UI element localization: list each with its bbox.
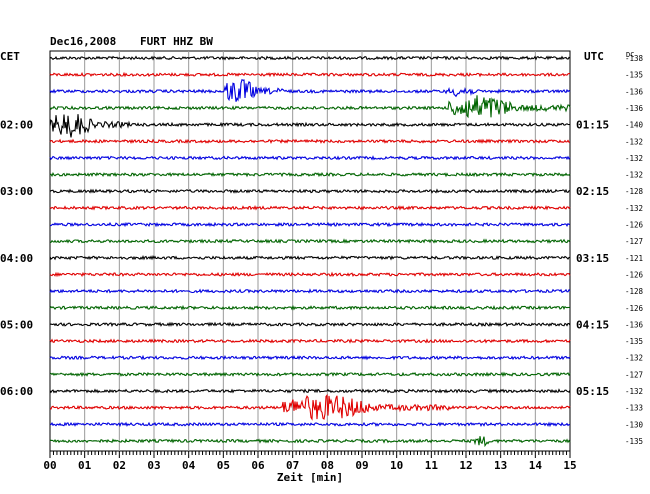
- x-tick-label-04: 04: [182, 459, 196, 472]
- dc-offset-19: -127: [625, 370, 643, 379]
- x-tick-label-07: 07: [286, 459, 299, 472]
- left-hour-label-4: 06:00: [0, 385, 33, 398]
- hour-labels: 02:00 03:00 04:00 05:00 06:00 01:15 02:15 03:15…: [0, 119, 609, 398]
- dc-offset-7: -132: [625, 171, 643, 180]
- left-hour-label-0: 02:00: [0, 119, 33, 132]
- trace-7: [49, 171, 571, 178]
- x-axis-title: Zeit [min]: [277, 471, 343, 484]
- dc-offset-2: -136: [625, 87, 644, 96]
- trace-13: [49, 271, 571, 278]
- trace-11: [49, 238, 571, 244]
- dc-offset-6: -132: [625, 154, 643, 163]
- header-station: FURT HHZ BW: [140, 35, 213, 48]
- right-axis-label: UTC: [584, 50, 604, 63]
- x-tick-label-13: 13: [494, 459, 507, 472]
- trace-23: [49, 436, 571, 448]
- dc-offsets: -138 -135 -136 -136 -140 -132 -132 -132 -128 -132…: [625, 54, 644, 446]
- x-tick-label-03: 03: [147, 459, 160, 472]
- dc-offset-11: -127: [625, 237, 643, 246]
- traces: [49, 55, 571, 448]
- trace-22: [49, 421, 571, 428]
- trace-6: [49, 155, 571, 161]
- right-hour-label-2: 03:15: [576, 252, 609, 265]
- trace-18: [49, 354, 571, 361]
- trace-14: [49, 288, 571, 294]
- dc-offset-23: -135: [625, 437, 643, 446]
- trace-1: [49, 71, 571, 78]
- trace-4: [49, 114, 571, 138]
- dc-offset-18: -132: [625, 354, 643, 363]
- left-hour-label-3: 05:00: [0, 318, 33, 331]
- dc-offset-22: -130: [625, 420, 644, 429]
- right-hour-label-3: 04:15: [576, 318, 609, 331]
- right-hour-label-4: 05:15: [576, 385, 609, 398]
- trace-2: [49, 78, 571, 102]
- x-tick-label-01: 01: [78, 459, 92, 472]
- trace-3: [49, 95, 571, 119]
- dc-offset-13: -126: [625, 270, 644, 279]
- dc-offset-14: -128: [625, 287, 644, 296]
- x-axis: 00 01 02 03 04 05 06 07 08 09 10 11 12 13 14 15: [43, 451, 577, 472]
- dc-offset-21: -133: [625, 404, 643, 413]
- vertical-grid: [84, 51, 536, 451]
- trace-10: [50, 221, 571, 228]
- dc-offset-16: -136: [625, 320, 644, 329]
- x-tick-label-11: 11: [425, 459, 439, 472]
- trace-12: [49, 255, 571, 261]
- x-tick-label-02: 02: [113, 459, 126, 472]
- x-tick-label-08: 08: [321, 459, 334, 472]
- trace-17: [49, 338, 571, 344]
- x-tick-label-05: 05: [217, 459, 230, 472]
- x-tick-label-15: 15: [563, 459, 576, 472]
- left-hour-label-2: 04:00: [0, 252, 33, 265]
- trace-8: [49, 188, 571, 194]
- x-tick-label-12: 12: [459, 459, 472, 472]
- x-tick-label-00: 00: [43, 459, 56, 472]
- dc-offset-0: -138: [625, 54, 644, 63]
- dc-offset-1: -135: [625, 71, 643, 80]
- dc-offset-12: -121: [625, 254, 643, 263]
- x-tick-label-09: 09: [355, 459, 368, 472]
- x-tick-label-06: 06: [251, 459, 265, 472]
- header-date: Dec16,2008: [50, 35, 116, 48]
- right-hour-label-1: 02:15: [576, 185, 609, 198]
- left-hour-label-1: 03:00: [0, 185, 33, 198]
- dc-offset-9: -132: [625, 204, 643, 213]
- x-tick-label-10: 10: [390, 459, 403, 472]
- dc-offset-17: -135: [625, 337, 643, 346]
- trace-0: [49, 55, 571, 61]
- dc-offset-4: -140: [625, 121, 644, 130]
- right-hour-label-0: 01:15: [576, 119, 609, 132]
- trace-19: [49, 371, 571, 378]
- dc-offset-20: -132: [625, 387, 643, 396]
- left-axis-label: CET: [0, 50, 20, 63]
- trace-9: [49, 204, 571, 211]
- x-tick-label-14: 14: [529, 459, 543, 472]
- trace-21: [49, 393, 571, 421]
- dc-offset-10: -126: [625, 221, 644, 230]
- trace-5: [49, 138, 571, 145]
- trace-16: [49, 321, 571, 328]
- trace-20: [49, 388, 571, 394]
- dc-offset-8: -128: [625, 187, 644, 196]
- dc-offset-15: -126: [625, 304, 644, 313]
- trace-15: [49, 304, 571, 311]
- dc-header: DC: [626, 51, 634, 59]
- dc-offset-5: -132: [625, 137, 643, 146]
- dc-offset-3: -136: [625, 104, 644, 113]
